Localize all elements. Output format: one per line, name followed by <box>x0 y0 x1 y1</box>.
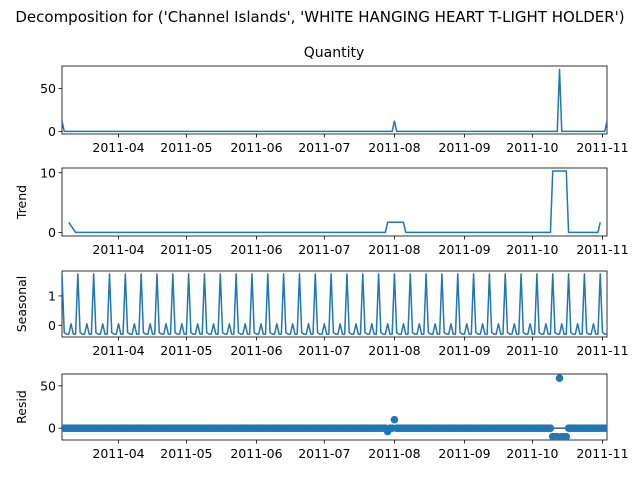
xtick-label-seasonal: 2011-08 <box>368 343 420 358</box>
xtick-label-seasonal: 2011-06 <box>230 343 282 358</box>
xtick-label-observed: 2011-11 <box>576 140 628 155</box>
ytick-label-trend: 10 <box>40 165 56 180</box>
ytick-label-resid: 0 <box>48 421 56 436</box>
xtick-label-trend: 2011-04 <box>92 242 144 257</box>
xtick-label-trend: 2011-08 <box>368 242 420 257</box>
ylabel-seasonal: Seasonal <box>14 276 29 333</box>
resid-point <box>562 432 571 440</box>
xtick-label-resid: 2011-04 <box>92 446 144 461</box>
xtick-label-observed: 2011-04 <box>92 140 144 155</box>
ylabel-resid: Resid <box>14 390 29 424</box>
axes-frame-seasonal <box>61 270 608 338</box>
ylabel-trend: Trend <box>14 185 29 220</box>
xtick-label-trend: 2011-06 <box>230 242 282 257</box>
xtick-label-resid: 2011-05 <box>160 446 212 461</box>
xtick-label-resid: 2011-07 <box>298 446 350 461</box>
xtick-label-observed: 2011-09 <box>438 140 490 155</box>
xtick-label-observed: 2011-05 <box>160 140 212 155</box>
resid-point <box>603 424 607 432</box>
xtick-label-resid: 2011-09 <box>438 446 490 461</box>
series-line-seasonal <box>62 273 607 335</box>
series-line-observed <box>62 68 607 133</box>
xtick-label-seasonal: 2011-04 <box>92 343 144 358</box>
chart-suptitle: Decomposition for ('Channel Islands', 'W… <box>15 8 624 26</box>
ytick-label-resid: 50 <box>40 378 56 393</box>
xtick-label-resid: 2011-10 <box>506 446 558 461</box>
xtick-label-resid: 2011-11 <box>576 446 628 461</box>
series-line-trend <box>68 170 601 234</box>
resid-point <box>546 424 555 432</box>
ytick-label-observed: 0 <box>48 124 56 139</box>
ytick-label-seasonal: 1 <box>48 288 56 303</box>
panel-seasonal: 0 1 2011-04 2011-05 2011-06 2011-07 2011-08 201… <box>14 270 629 358</box>
panel-title-observed: Quantity <box>304 45 365 61</box>
xtick-label-observed: 2011-07 <box>298 140 350 155</box>
xtick-label-observed: 2011-08 <box>368 140 420 155</box>
xtick-label-resid: 2011-08 <box>368 446 420 461</box>
axes-frame-observed <box>61 65 608 135</box>
xtick-label-seasonal: 2011-07 <box>298 343 350 358</box>
xtick-label-trend: 2011-09 <box>438 242 490 257</box>
axes-frame-trend <box>61 167 608 237</box>
xtick-label-trend: 2011-11 <box>576 242 628 257</box>
xtick-label-observed: 2011-10 <box>506 140 558 155</box>
ytick-label-trend: 0 <box>48 225 56 240</box>
xtick-label-seasonal: 2011-09 <box>438 343 490 358</box>
xtick-label-resid: 2011-06 <box>230 446 282 461</box>
ytick-label-observed: 50 <box>40 81 56 96</box>
xtick-label-trend: 2011-10 <box>506 242 558 257</box>
axes-frame-resid <box>61 373 608 441</box>
panel-resid: 0 50 2011-04 2011-05 2011-06 2011-07 2011-08 20… <box>14 373 629 461</box>
panel-trend: 0 10 2011-04 2011-05 2011-06 2011-07 2011-08 20… <box>14 165 629 257</box>
xtick-label-observed: 2011-06 <box>230 140 282 155</box>
xtick-label-seasonal: 2011-11 <box>576 343 628 358</box>
xtick-label-seasonal: 2011-10 <box>506 343 558 358</box>
panel-observed: 0 50 2011-04 2011-05 2011-06 2011-07 2011-08 20… <box>40 65 629 155</box>
ytick-label-seasonal: 0 <box>48 318 56 333</box>
resid-point <box>555 374 564 383</box>
xtick-label-trend: 2011-05 <box>160 242 212 257</box>
resid-point <box>390 415 399 424</box>
xtick-label-seasonal: 2011-05 <box>160 343 212 358</box>
xtick-label-trend: 2011-07 <box>298 242 350 257</box>
